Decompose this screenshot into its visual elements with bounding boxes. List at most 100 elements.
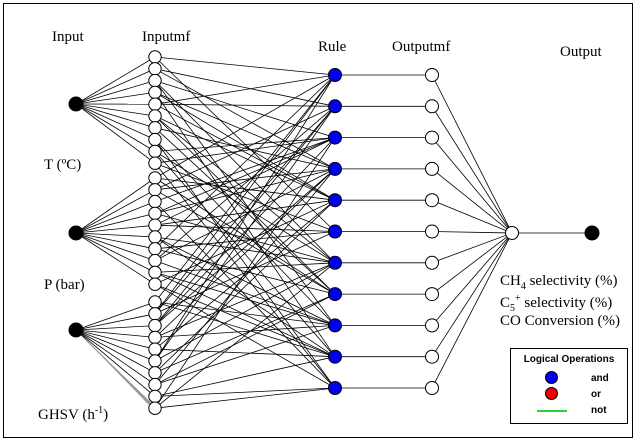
outputmf-sum-edge bbox=[431, 74, 513, 234]
header-rule: Rule bbox=[318, 39, 347, 55]
input-mf-edge bbox=[75, 224, 156, 234]
inputmf-node bbox=[148, 144, 162, 159]
mf-rule-edge bbox=[154, 325, 336, 385]
input-mf-edge bbox=[75, 232, 156, 238]
mf-rule-edge bbox=[154, 262, 336, 362]
ghsv-shaded-wedge bbox=[76, 330, 155, 412]
rule-node bbox=[328, 68, 342, 82]
inputmf-node bbox=[148, 206, 162, 221]
inputmf-node bbox=[148, 109, 162, 123]
mf-rule-edge bbox=[154, 139, 336, 326]
rule-node bbox=[328, 381, 342, 395]
mf-rule-edge bbox=[154, 103, 336, 107]
outputmf-node bbox=[425, 130, 439, 145]
mf-rule-edge bbox=[154, 56, 336, 76]
input-mf-edge bbox=[75, 232, 156, 273]
input-mf-edge bbox=[75, 325, 156, 331]
outputmf-node bbox=[425, 318, 439, 333]
legend-or-swatch bbox=[545, 387, 558, 400]
input-label-pressure: P (bar) bbox=[44, 277, 85, 293]
mf-rule-edge bbox=[154, 80, 336, 326]
input-mf-edge bbox=[75, 329, 156, 374]
inputmf-node bbox=[148, 265, 162, 280]
outputmf-node bbox=[425, 224, 439, 239]
legend-and-label: and bbox=[591, 373, 609, 384]
rule-node bbox=[328, 130, 342, 145]
output-label-ch4: CH4 selectivity (%) bbox=[500, 273, 618, 292]
inputmf-node bbox=[148, 85, 162, 100]
inputmf-node bbox=[148, 121, 162, 135]
inputmf-node bbox=[148, 330, 162, 345]
mf-rule-edge bbox=[154, 92, 336, 357]
mf-rule-edge bbox=[154, 106, 336, 362]
mf-rule-edge bbox=[154, 260, 336, 326]
mf-rule-edge bbox=[154, 348, 336, 358]
input-mf-edge bbox=[75, 329, 156, 385]
mf-rule-edge bbox=[154, 151, 336, 357]
inputmf-node bbox=[148, 194, 162, 209]
mf-rule-edge bbox=[154, 74, 336, 362]
legend-not-swatch bbox=[537, 410, 567, 412]
outputmf-node bbox=[425, 255, 439, 270]
inputmf-node bbox=[148, 183, 162, 197]
input-mf-edge bbox=[75, 56, 156, 105]
rule-node bbox=[328, 287, 342, 302]
sum-node bbox=[505, 226, 519, 240]
inputmf-node bbox=[148, 354, 162, 368]
input-mf-edge bbox=[75, 177, 156, 234]
mf-rule-edge bbox=[154, 356, 336, 397]
mf-rule-edge bbox=[154, 106, 336, 315]
mf-rule-edge bbox=[154, 168, 336, 385]
mf-rule-edge bbox=[154, 74, 336, 250]
rule-node bbox=[328, 349, 342, 364]
outputmf-sum-edge bbox=[431, 232, 513, 326]
mf-rule-edge bbox=[154, 168, 336, 214]
legend-and-swatch bbox=[545, 371, 558, 384]
input-mf-edge bbox=[75, 103, 156, 117]
mf-rule-edge bbox=[154, 137, 336, 326]
inputmf-node bbox=[148, 277, 162, 291]
input-mf-edge bbox=[75, 301, 156, 331]
rule-node bbox=[328, 255, 342, 270]
rule-node bbox=[328, 161, 342, 176]
input-node-1 bbox=[68, 96, 84, 112]
input-mf-edge bbox=[75, 80, 156, 105]
mf-rule-edge bbox=[154, 74, 336, 105]
mf-rule-edge bbox=[154, 168, 336, 261]
outputmf-sum-edge bbox=[431, 232, 513, 357]
inputmf-node bbox=[148, 156, 162, 170]
inputmf-node bbox=[148, 230, 162, 244]
mf-rule-edge bbox=[154, 80, 336, 264]
outputmf-sum-edge bbox=[431, 232, 513, 264]
input-node-3 bbox=[68, 322, 84, 338]
rule-node bbox=[328, 224, 342, 239]
mf-rule-edge bbox=[154, 231, 336, 250]
inputmf-node bbox=[148, 318, 162, 333]
outputmf-node bbox=[425, 99, 439, 114]
inputmf-node bbox=[148, 242, 162, 256]
mf-rule-edge bbox=[154, 272, 336, 358]
input-mf-edge bbox=[75, 92, 156, 105]
mf-rule-edge bbox=[154, 199, 336, 285]
mf-rule-edge bbox=[154, 236, 336, 358]
mf-rule-edge bbox=[154, 137, 336, 214]
mf-rule-edge bbox=[154, 283, 336, 358]
inputmf-node bbox=[148, 401, 162, 415]
input-mf-edge bbox=[75, 232, 156, 285]
mf-rule-edge bbox=[154, 137, 336, 226]
outputmf-node bbox=[425, 349, 439, 364]
legend-not-label: not bbox=[591, 405, 607, 416]
mf-rule-edge bbox=[154, 139, 336, 389]
mf-rule-edge bbox=[154, 80, 336, 138]
outputmf-node bbox=[425, 161, 439, 176]
outputmf-node bbox=[425, 381, 439, 395]
mf-rule-edge bbox=[154, 283, 336, 389]
rule-node bbox=[328, 318, 342, 333]
inputmf-node bbox=[148, 307, 162, 321]
mf-rule-edge bbox=[154, 199, 336, 350]
mf-rule-edge bbox=[154, 213, 336, 264]
inputmf-node bbox=[148, 73, 162, 88]
mf-rule-edge bbox=[154, 151, 336, 264]
